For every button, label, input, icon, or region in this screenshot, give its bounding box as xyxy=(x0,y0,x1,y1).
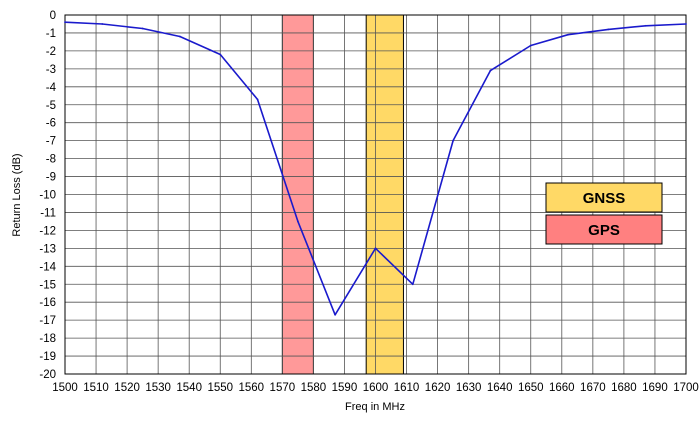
x-tick-label: 1650 xyxy=(518,382,544,394)
series-point xyxy=(374,247,377,250)
plot-border xyxy=(64,14,687,375)
x-tick-label: 1590 xyxy=(332,382,358,394)
y-tick-label: -1 xyxy=(46,28,56,40)
y-tick-label: -3 xyxy=(46,64,56,76)
series-point xyxy=(64,21,66,24)
series-point xyxy=(452,139,455,142)
x-tick-label: 1600 xyxy=(363,382,389,394)
y-tick-label: -5 xyxy=(46,100,56,112)
legend-swatch-gnss xyxy=(545,182,663,213)
legend-label-gps: GPS xyxy=(588,222,620,239)
x-tick-label: 1630 xyxy=(456,382,482,394)
y-tick-label: -6 xyxy=(46,118,56,130)
legend-swatch-gps xyxy=(545,214,663,245)
grid xyxy=(64,14,687,375)
y-tick-label: -16 xyxy=(39,297,56,309)
series-point xyxy=(607,28,610,31)
x-tick-label: 1500 xyxy=(52,382,78,394)
x-tick-labels: 1500 1510 1520 1530 1540 1550 1560 1570 1580 1590… xyxy=(52,382,699,394)
x-tick-label: 1570 xyxy=(270,382,296,394)
x-axis-label: Freq in MHz xyxy=(345,401,405,413)
y-tick-label: -18 xyxy=(39,333,56,345)
y-tick-label: -19 xyxy=(39,351,56,363)
y-tick-label: -8 xyxy=(46,154,56,166)
x-tick-label: 1560 xyxy=(239,382,265,394)
y-tick-label: -4 xyxy=(46,82,57,94)
x-tick-label: 1690 xyxy=(642,382,668,394)
x-tick-label: 1670 xyxy=(580,382,606,394)
series-point xyxy=(334,313,337,316)
y-tick-label: -11 xyxy=(40,207,56,219)
legend-label-gnss: GNSS xyxy=(583,190,626,207)
series-point xyxy=(529,44,532,47)
series-point xyxy=(411,283,414,286)
y-axis-label: Return Loss (dB) xyxy=(11,153,23,236)
series-point xyxy=(644,24,647,27)
y-tick-label: -12 xyxy=(39,225,56,237)
series-point xyxy=(296,220,299,223)
y-tick-label: -15 xyxy=(39,279,56,291)
series-point xyxy=(219,53,222,56)
x-tick-label: 1620 xyxy=(425,382,451,394)
y-tick-label: -13 xyxy=(39,243,56,255)
y-tick-labels: 0 -1 -2 -3 -4 -5 -6 -7 -8 -9 -10 -11 -12 -13 -14 -15 -16… xyxy=(39,10,56,381)
y-tick-label: -17 xyxy=(39,315,56,327)
legend: GNSS GPS xyxy=(545,182,663,245)
x-tick-label: 1530 xyxy=(145,382,171,394)
x-tick-label: 1510 xyxy=(83,382,109,394)
y-tick-label: -7 xyxy=(46,136,56,148)
y-tick-label: -9 xyxy=(46,172,56,184)
series-point xyxy=(685,23,687,25)
series-point xyxy=(178,35,181,38)
y-tick-label: -2 xyxy=(46,46,56,58)
series-point xyxy=(256,98,259,101)
y-tick-label: -20 xyxy=(39,369,56,381)
x-tick-label: 1520 xyxy=(114,382,140,394)
x-tick-label: 1700 xyxy=(673,382,699,394)
x-tick-label: 1550 xyxy=(207,382,233,394)
series-point xyxy=(567,33,569,36)
x-tick-label: 1680 xyxy=(611,382,637,394)
x-tick-label: 1580 xyxy=(301,382,327,394)
series xyxy=(64,21,687,316)
series-point xyxy=(141,27,144,30)
y-tick-label: -10 xyxy=(39,190,56,202)
y-tick-label: 0 xyxy=(50,10,56,22)
series-point xyxy=(489,69,492,72)
x-tick-label: 1610 xyxy=(394,382,420,394)
x-tick-label: 1640 xyxy=(487,382,513,394)
x-tick-label: 1660 xyxy=(549,382,575,394)
legend-entry-gnss: GNSS xyxy=(545,182,663,213)
legend-entry-gps: GPS xyxy=(545,214,663,245)
series-point xyxy=(101,23,104,25)
x-tick-label: 1540 xyxy=(176,382,202,394)
y-tick-label: -14 xyxy=(39,261,56,273)
